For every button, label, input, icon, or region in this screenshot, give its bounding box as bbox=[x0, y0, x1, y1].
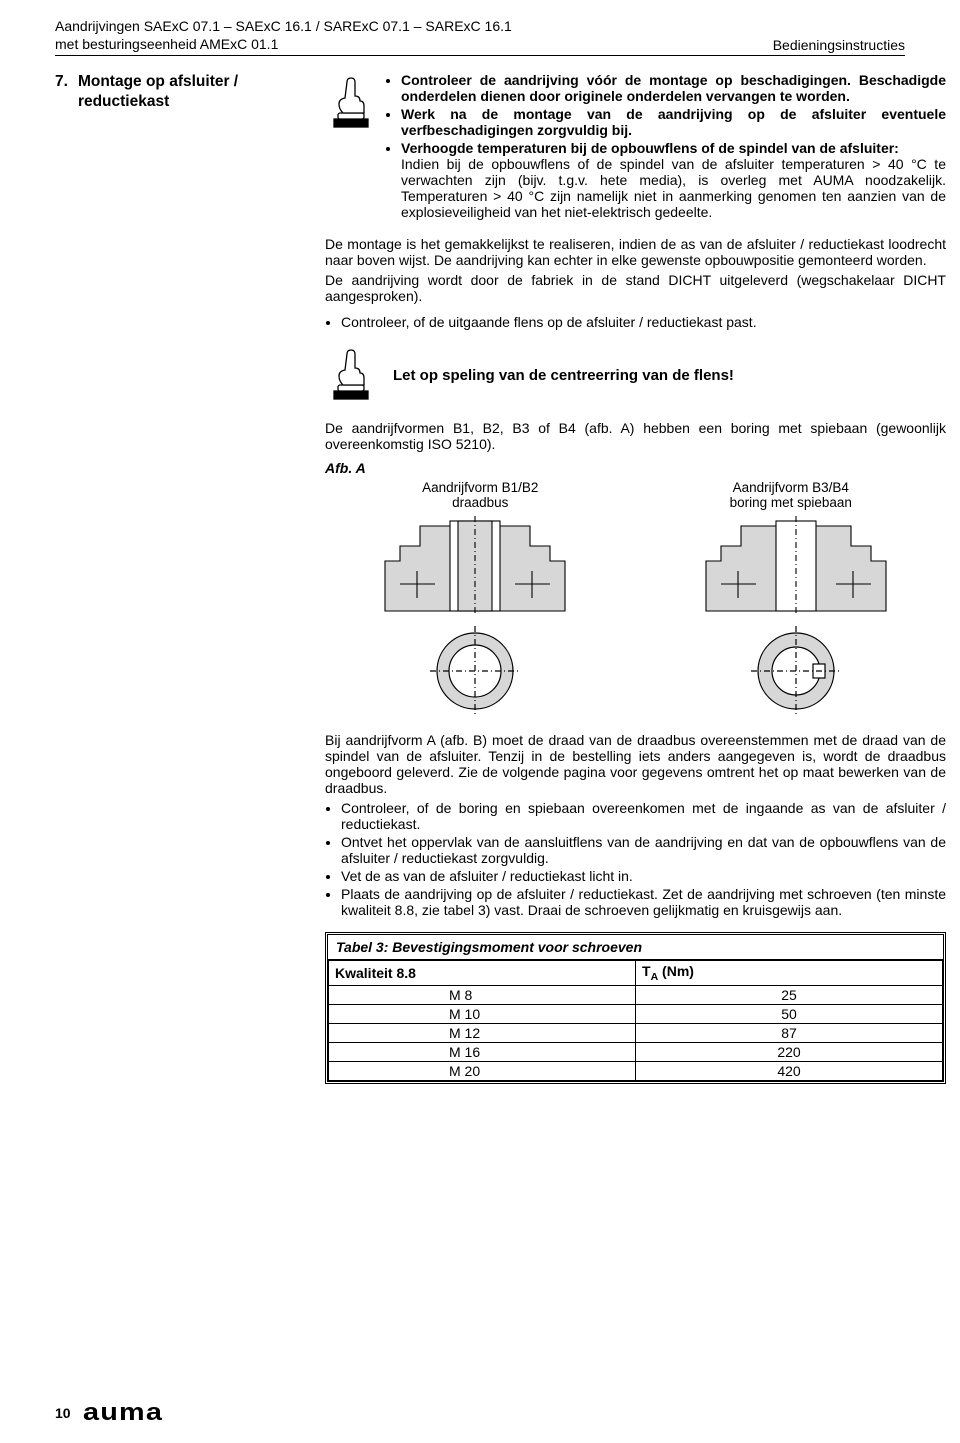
th-torque-unit: (Nm) bbox=[658, 963, 694, 979]
bullet-paint: Werk na de montage van de aandrijving op… bbox=[401, 106, 946, 138]
pointing-hand-icon bbox=[325, 344, 377, 406]
cell-m20-v: 420 bbox=[636, 1061, 943, 1080]
th-torque-t: T bbox=[642, 963, 651, 979]
fig-b3b4-ring bbox=[751, 626, 841, 716]
fig-b1b2-section bbox=[380, 516, 570, 616]
section-name: Montage op afsluiter / reductiekast bbox=[78, 72, 305, 112]
fig-caption-left: Aandrijfvorm B1/B2 draadbus bbox=[331, 480, 629, 510]
figure-a bbox=[325, 516, 946, 716]
fig-left bbox=[326, 516, 624, 716]
para-mounting-easy: De montage is het gemakkelijkst te reali… bbox=[325, 236, 946, 268]
para-form-a: Bij aandrijfvorm A (afb. B) moet de draa… bbox=[325, 732, 946, 796]
cell-m12-v: 87 bbox=[636, 1023, 943, 1042]
cell-m8: M 8 bbox=[329, 985, 636, 1004]
header-line1: Aandrijvingen SAExC 07.1 – SAExC 16.1 / … bbox=[55, 18, 512, 36]
figure-label: Afb. A bbox=[325, 460, 946, 476]
cell-m16: M 16 bbox=[329, 1042, 636, 1061]
bullet-check-flange-fit: Controleer, of de uitgaande flens op de … bbox=[341, 314, 946, 330]
table-caption: Tabel 3: Bevestigingsmoment voor schroev… bbox=[328, 935, 943, 960]
fig-right bbox=[647, 516, 945, 716]
fig-left-sub: draadbus bbox=[452, 495, 508, 510]
bullet-temperature: Verhoogde temperaturen bij de opbouwflen… bbox=[401, 140, 946, 220]
fig-b3b4-section bbox=[701, 516, 891, 616]
fig-caption-right: Aandrijfvorm B3/B4 boring met spiebaan bbox=[642, 480, 940, 510]
section-number: 7. bbox=[55, 72, 68, 112]
bullet-check-bore: Controleer, of de boring en spiebaan ove… bbox=[341, 800, 946, 832]
section-title: 7. Montage op afsluiter / reductiekast bbox=[55, 72, 305, 112]
para-drive-forms: De aandrijfvormen B1, B2, B3 of B4 (afb.… bbox=[325, 420, 946, 452]
bullet-check-damage: Controleer de aandrijving vóór de montag… bbox=[401, 72, 946, 104]
page-number: 10 bbox=[55, 1405, 71, 1421]
cell-m12: M 12 bbox=[329, 1023, 636, 1042]
fig-b1b2-ring bbox=[430, 626, 520, 716]
cell-m20: M 20 bbox=[329, 1061, 636, 1080]
note-centring: Let op speling van de centreerring van d… bbox=[393, 367, 734, 384]
fig-right-sub: boring met spiebaan bbox=[730, 495, 852, 510]
bullet-temperature-head: Verhoogde temperaturen bij de opbouwflen… bbox=[401, 140, 899, 156]
header-line2: met besturingseenheid AMExC 01.1 bbox=[55, 36, 512, 54]
bullet-grease-shaft: Vet de as van de afsluiter / reductiekas… bbox=[341, 868, 946, 884]
cell-m10-v: 50 bbox=[636, 1004, 943, 1023]
cell-m8-v: 25 bbox=[636, 985, 943, 1004]
bullet-mount-screws: Plaats de aandrijving op de afsluiter / … bbox=[341, 886, 946, 918]
page-header: Aandrijvingen SAExC 07.1 – SAExC 16.1 / … bbox=[55, 18, 905, 56]
th-quality: Kwaliteit 8.8 bbox=[329, 961, 636, 986]
th-torque: TA (Nm) bbox=[636, 961, 943, 986]
bullet-degrease: Ontvet het oppervlak van de aansluitflen… bbox=[341, 834, 946, 866]
cell-m10: M 10 bbox=[329, 1004, 636, 1023]
torque-table: Tabel 3: Bevestigingsmoment voor schroev… bbox=[325, 932, 946, 1084]
cell-m16-v: 220 bbox=[636, 1042, 943, 1061]
bullet-temperature-body: Indien bij de opbouwflens of de spindel … bbox=[401, 156, 946, 220]
page-footer: 10 auma bbox=[55, 1399, 905, 1427]
fig-right-title: Aandrijfvorm B3/B4 bbox=[733, 480, 849, 495]
header-right: Bedieningsinstructies bbox=[773, 37, 905, 53]
para-factory-closed: De aandrijving wordt door de fabriek in … bbox=[325, 272, 946, 304]
pointing-hand-icon bbox=[325, 72, 377, 222]
header-left: Aandrijvingen SAExC 07.1 – SAExC 16.1 / … bbox=[55, 18, 512, 53]
brand-logo: auma bbox=[83, 1399, 163, 1427]
fig-left-title: Aandrijfvorm B1/B2 bbox=[422, 480, 538, 495]
